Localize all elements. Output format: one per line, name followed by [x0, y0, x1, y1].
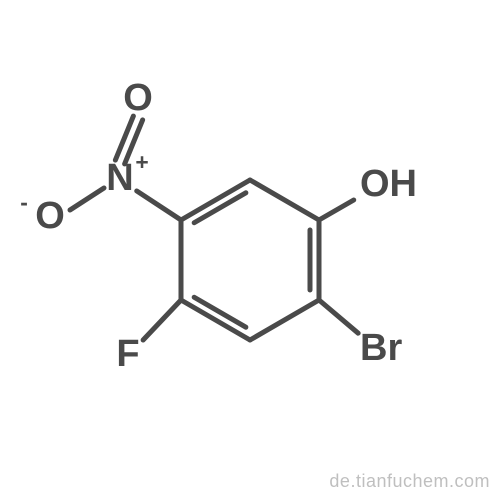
svg-text:O: O [123, 77, 153, 119]
svg-text:+: + [135, 149, 148, 175]
svg-text:-: - [20, 189, 28, 215]
svg-text:N: N [106, 157, 133, 199]
structure-svg: OHBrFN+OO- [0, 0, 500, 500]
svg-text:F: F [116, 333, 139, 375]
svg-text:OH: OH [360, 163, 417, 205]
chemical-structure-diagram: OHBrFN+OO- [0, 0, 500, 500]
svg-text:O: O [35, 195, 65, 237]
svg-text:Br: Br [360, 327, 402, 369]
watermark-text: de.tianfuchem.com [329, 471, 490, 492]
